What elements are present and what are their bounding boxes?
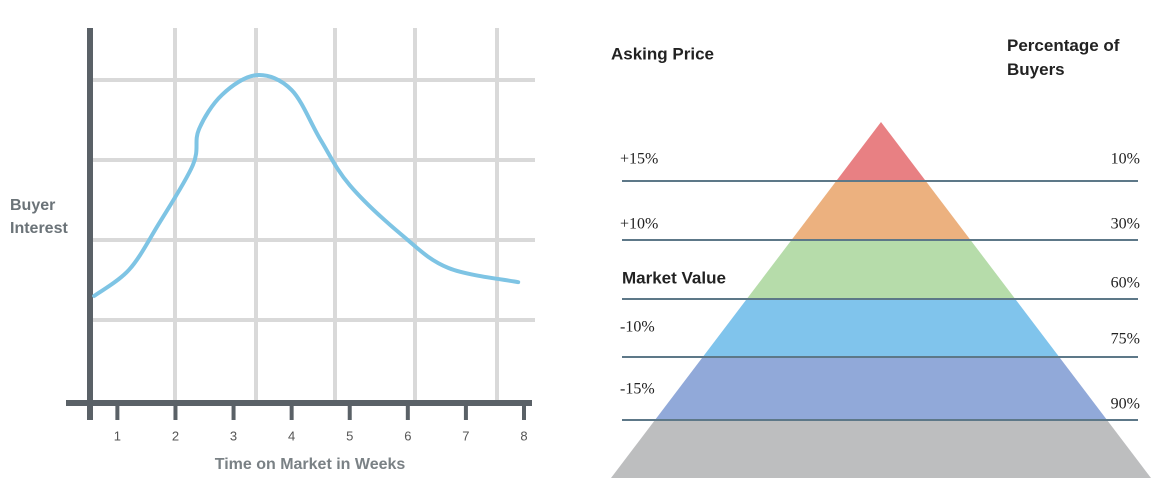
- y-axis-label: Buyer Interest: [10, 197, 68, 237]
- price-label: +15%: [620, 151, 658, 168]
- pyramid-base: [611, 420, 1151, 478]
- pyramid-price: Asking Price: [611, 44, 714, 63]
- x-tick-label: 2: [172, 428, 179, 443]
- pyramid-band: [791, 181, 971, 240]
- price-label: -15%: [620, 381, 655, 398]
- price-label: +10%: [620, 216, 658, 233]
- pyramid-band: [836, 122, 926, 181]
- price-label: -10%: [620, 319, 655, 336]
- x-tick-label: 6: [404, 428, 411, 443]
- x-tick-label: 5: [346, 428, 353, 443]
- grid: [90, 28, 535, 403]
- line: [92, 73, 521, 298]
- x-tick-label: 7: [462, 428, 469, 443]
- x-axis-label: Time on Market in Weeks: [215, 456, 406, 473]
- buyers-label: 60%: [1111, 275, 1140, 292]
- buyers-label: 90%: [1111, 396, 1140, 413]
- x-tick-label: 1: [114, 428, 121, 443]
- x-tick-label: 4: [288, 428, 295, 443]
- pyramid-band: [654, 357, 1108, 420]
- pyramid-band: [746, 240, 1016, 299]
- buyers-label: 10%: [1111, 151, 1140, 168]
- pyramid-band: [702, 299, 1060, 357]
- pyramid-buyers: Percentage of Buyers: [1007, 36, 1120, 79]
- price-label: Market Value: [622, 268, 726, 287]
- x-tick-label: 3: [230, 428, 237, 443]
- x-tick-label: 8: [520, 428, 527, 443]
- buyers-label: 30%: [1111, 216, 1140, 233]
- buyers-label: 75%: [1111, 331, 1140, 348]
